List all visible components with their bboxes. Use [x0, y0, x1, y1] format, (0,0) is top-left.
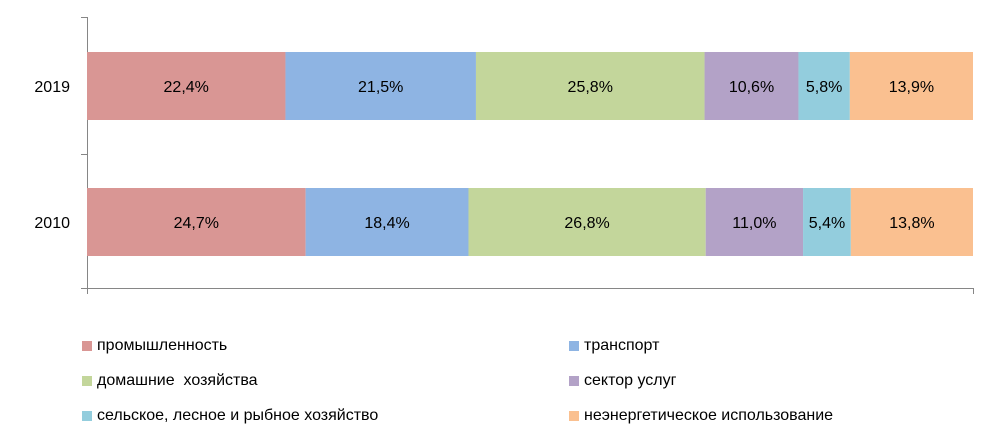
bar-segment-2010-1 [305, 188, 469, 256]
category-label-2010: 2010 [34, 215, 70, 232]
legend-label-services: сектор услуг [584, 372, 677, 389]
data-label-2010-0: 24,7% [174, 215, 219, 232]
legend-swatch-industry [82, 341, 92, 351]
legend-swatch-transport [569, 341, 579, 351]
bar-segment-2019-0 [87, 52, 286, 120]
legend-label-agriculture: сельское, лесное и рыбное хозяйство [97, 407, 379, 424]
data-label-2010-2: 26,8% [564, 215, 609, 232]
legend-item-households: домашние хозяйства [82, 372, 258, 390]
legend-item-transport: транспорт [569, 337, 659, 355]
bar-segment-2010-3 [705, 188, 804, 256]
legend-label-transport: транспорт [584, 337, 660, 354]
data-label-2010-5: 13,8% [889, 215, 934, 232]
bar-segment-2019-4 [798, 52, 850, 120]
category-label-2019: 2019 [34, 79, 70, 96]
legend-swatch-non-energy [569, 411, 579, 421]
bar-segment-2019-3 [704, 52, 799, 120]
bar-segment-2019-5 [849, 52, 973, 120]
bar-segment-2010-5 [850, 188, 973, 256]
data-label-2019-1: 21,5% [358, 79, 403, 96]
data-label-2019-4: 5,8% [806, 79, 842, 96]
bar-segment-2010-2 [468, 188, 706, 256]
data-label-2019-3: 10,6% [729, 79, 774, 96]
legend-item-agriculture: сельское, лесное и рыбное хозяйство [82, 407, 378, 425]
stacked-bar-chart: 2019 22,4% 21,5% 25,8% 10,6% 5,8% 13,9% 2010 24,… [34, 17, 974, 294]
data-label-2010-4: 5,4% [809, 215, 845, 232]
bar-segment-2010-0 [87, 188, 306, 256]
bar-segment-2010-4 [803, 188, 851, 256]
legend-item-services: сектор услуг [569, 372, 676, 390]
legend-swatch-households [82, 376, 92, 386]
legend-label-non-energy: неэнергетическое использование [584, 407, 834, 424]
legend-swatch-agriculture [82, 411, 92, 421]
data-label-2010-1: 18,4% [364, 215, 409, 232]
data-label-2019-2: 25,8% [568, 79, 613, 96]
data-label-2010-3: 11,0% [732, 215, 776, 232]
legend-label-households: домашние хозяйства [97, 372, 258, 389]
legend-swatch-services [569, 376, 579, 386]
data-label-2019-0: 22,4% [164, 79, 209, 96]
legend-item-industry: промышленность [82, 337, 227, 355]
legend-label-industry: промышленность [97, 337, 228, 354]
data-label-2019-5: 13,9% [889, 79, 934, 96]
bar-segment-2019-2 [475, 52, 705, 120]
legend-item-non-energy: неэнергетическое использование [569, 407, 833, 425]
bar-segment-2019-1 [285, 52, 476, 120]
